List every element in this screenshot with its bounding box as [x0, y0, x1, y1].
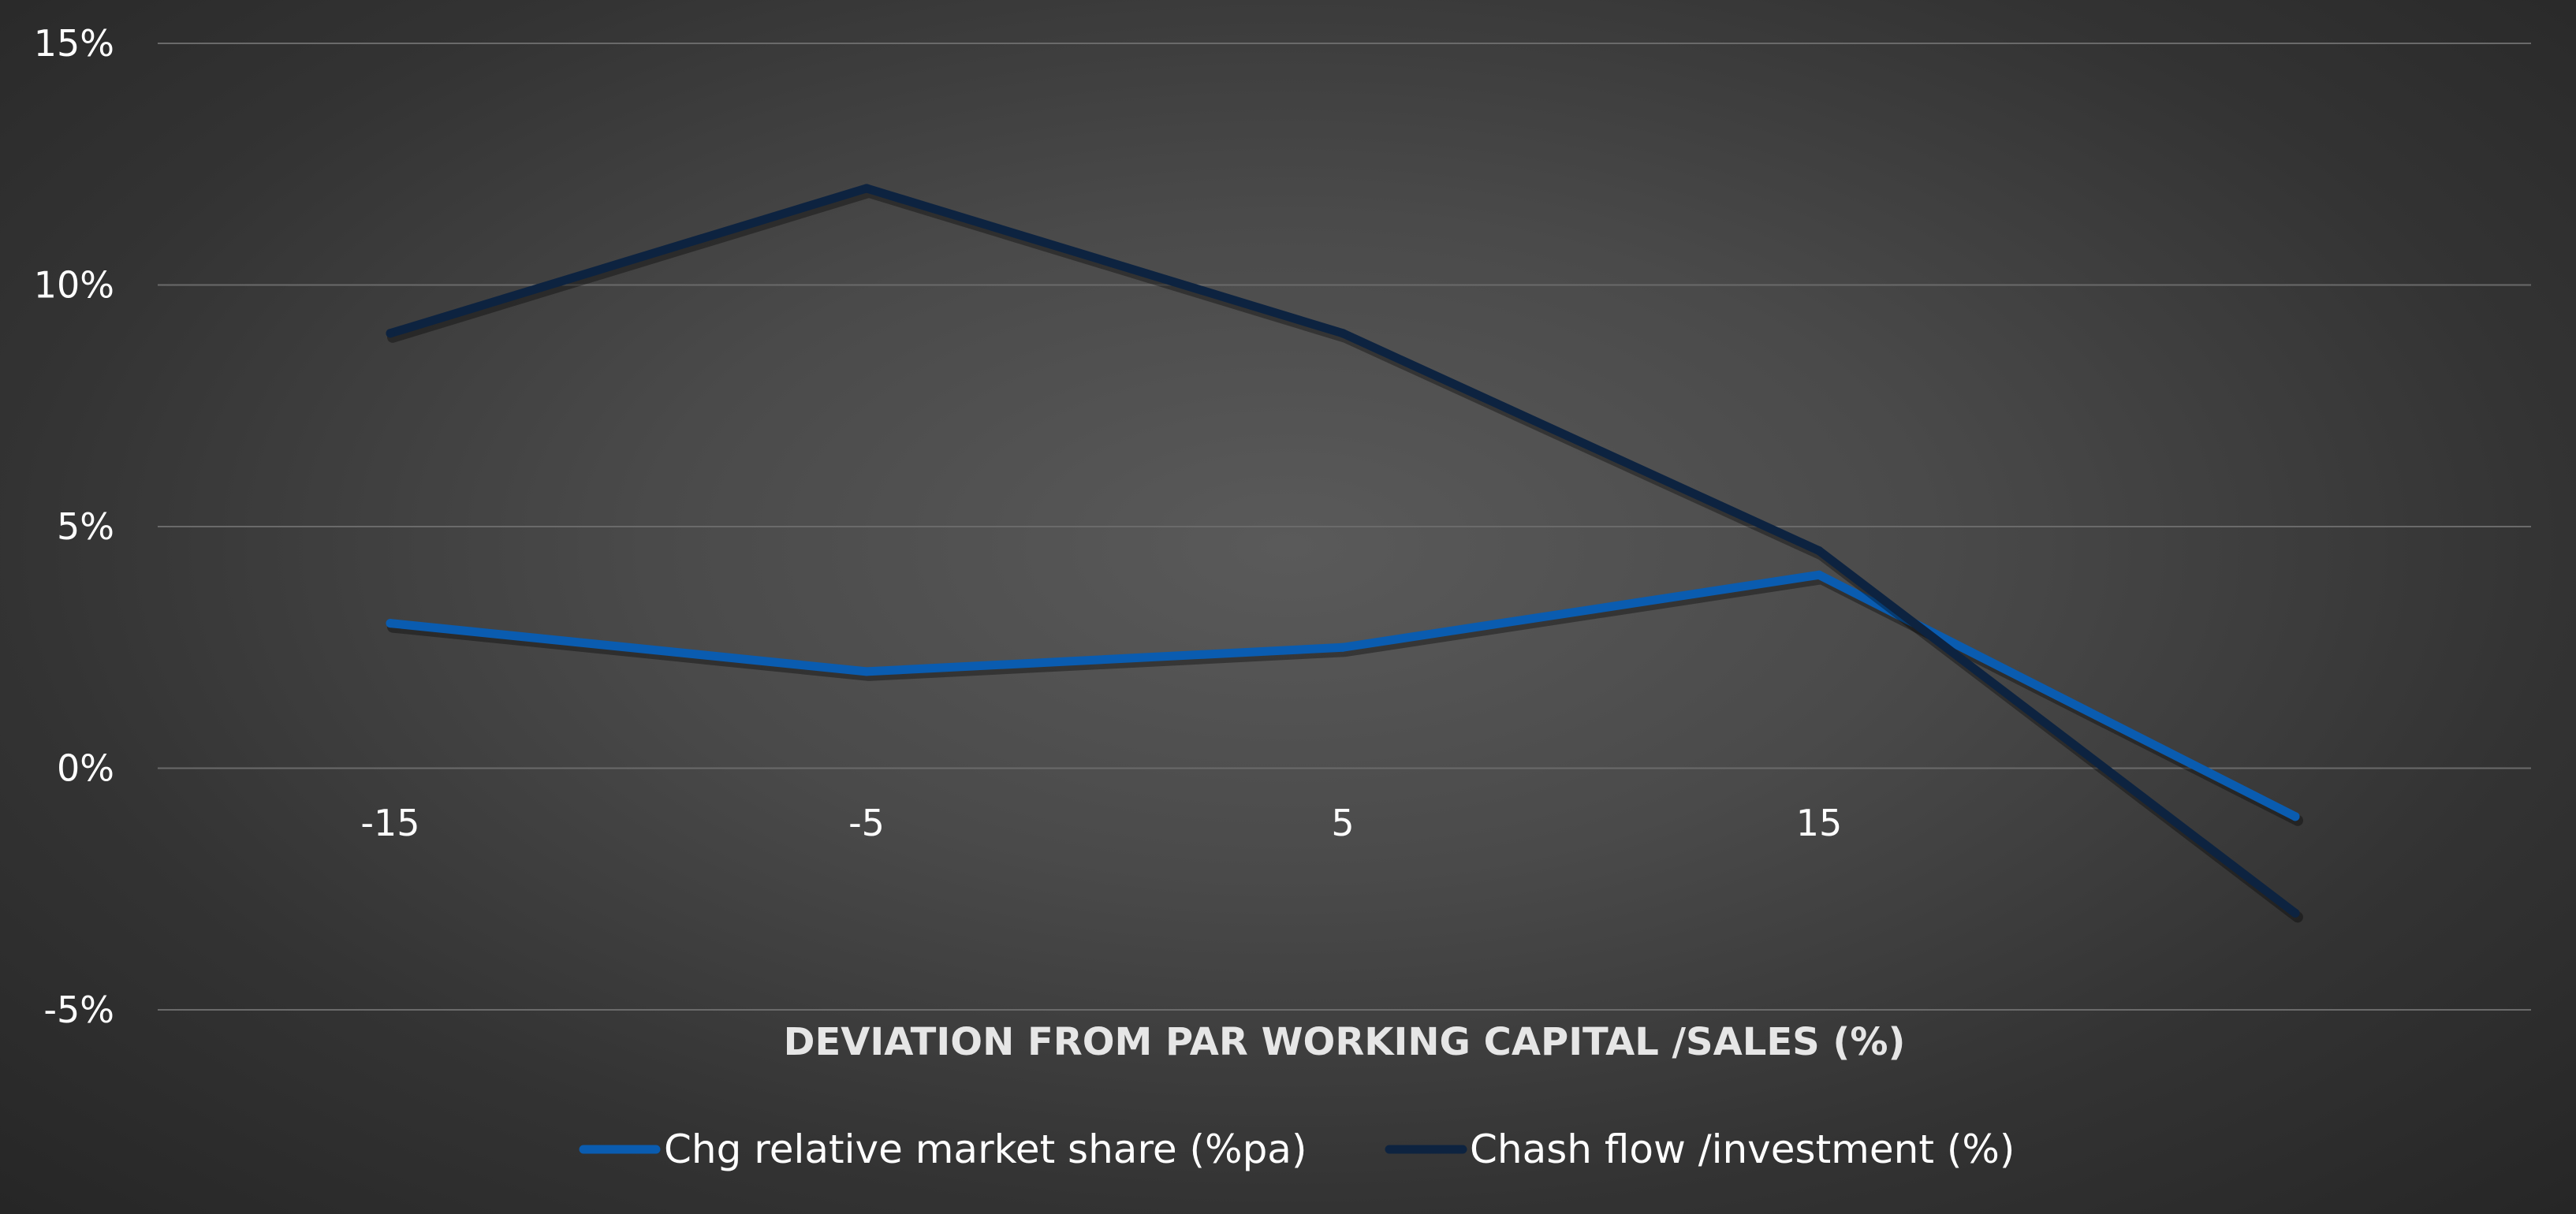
x-axis-title: DEVIATION FROM PAR WORKING CAPITAL /SALE… [784, 1020, 1906, 1064]
data-point [862, 184, 871, 193]
data-point [2291, 812, 2300, 821]
x-tick-label: -5 [848, 802, 885, 844]
x-axis-tick-labels: -15 -5 5 15 [360, 802, 1842, 844]
data-point [1814, 570, 1824, 579]
legend-label: Chash flow /investment (%) [1470, 1126, 2015, 1172]
data-point [1338, 329, 1348, 338]
series-lines [386, 184, 2303, 923]
legend-label: Chg relative market share (%pa) [664, 1126, 1307, 1172]
data-point [1814, 546, 1824, 556]
data-point [862, 667, 871, 676]
gridlines [158, 43, 2531, 1011]
y-tick-label: 15% [34, 22, 114, 65]
y-tick-label: 0% [57, 747, 114, 790]
y-axis-tick-labels: -5% 0% 5% 10% 15% [34, 22, 114, 1031]
y-tick-label: -5% [43, 989, 114, 1031]
x-tick-label: 5 [1331, 802, 1354, 844]
data-point [2291, 908, 2300, 918]
data-point [386, 619, 395, 628]
data-point [386, 329, 395, 338]
y-tick-label: 5% [57, 505, 114, 548]
y-tick-label: 10% [34, 264, 114, 307]
x-tick-label: 15 [1796, 802, 1843, 844]
x-tick-label: -15 [360, 802, 419, 844]
data-point [1338, 642, 1348, 652]
legend: Chg relative market share (%pa) Chash flo… [579, 1126, 2015, 1172]
